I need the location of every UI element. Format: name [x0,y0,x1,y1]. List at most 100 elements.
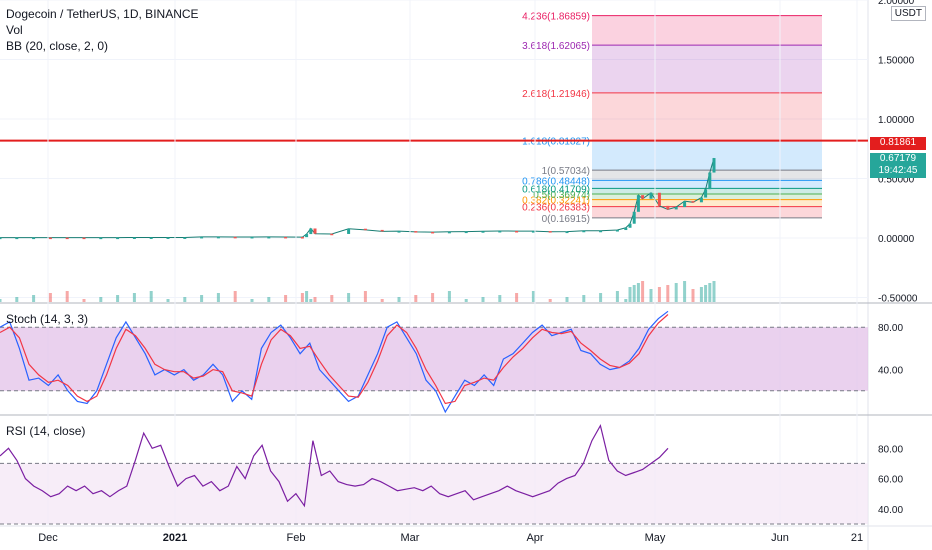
x-tick-label: 2021 [163,532,187,544]
x-tick-label: Dec [38,532,58,544]
volume-bar [683,281,687,302]
candle [699,197,703,203]
volume-bar [82,299,86,302]
volume-bar [649,289,653,302]
stoch-series-line [0,314,669,405]
volume-bar [397,297,401,302]
volume-bar [284,295,288,302]
volume-bar [267,297,271,302]
candle [628,223,632,228]
vol-indicator-title[interactable]: Vol [6,23,23,37]
candle [32,237,36,240]
candle [548,231,552,233]
candle [149,237,153,239]
last-price-value: 0.67179 [879,153,917,164]
volume-bar [615,291,619,302]
volume-bar [447,291,451,302]
fib-level-label: 0.236(0.26383) [522,203,590,214]
volume-bar [330,295,334,302]
volume-bar [712,281,716,302]
volume-bar [300,293,304,302]
bb-indicator-title[interactable]: BB (20, close, 2, 0) [6,39,109,53]
candle [708,172,712,190]
candle [649,192,653,199]
volume-bar [699,287,703,302]
candle [397,231,401,233]
fib-level-label: 4.236(1.86859) [522,12,590,23]
volume-bar [691,289,695,302]
fib-level-label: 0.786(0.48448) [522,176,590,187]
volume-bar [216,293,220,302]
candle [380,229,384,232]
fib-level-label: 0.5(0.36974) [533,190,590,201]
volume-bar [704,285,708,302]
rsi-series-line [0,423,669,508]
candle [65,237,69,240]
candle [347,228,351,234]
candle [200,236,204,239]
volume-bar [250,299,254,302]
candle [599,230,603,233]
fib-zone [592,140,822,171]
candle [666,205,670,210]
candle [691,201,695,203]
volume-bar [431,293,435,302]
y-tick-label: 0.50000 [878,175,915,186]
fib-level-label: 3.618(1.62065) [522,41,590,52]
volume-bar [636,283,640,302]
rsi-pane-title[interactable]: RSI (14, close) [6,424,86,438]
candle [132,237,136,239]
fib-zone [592,206,822,218]
candle [624,227,628,231]
candle [363,228,367,231]
x-tick-label: Feb [287,532,306,544]
volume-bar [305,291,309,302]
volume-bar [309,299,313,302]
volume-bar [515,293,519,302]
volume-bar [708,283,712,302]
volume-bar [32,295,36,302]
volume-bar [313,297,317,302]
volume-bar [15,297,19,302]
volume-bar [498,295,502,302]
volume-bar [363,291,367,302]
volume-bar [149,291,153,302]
volume-bar [632,285,636,302]
y-tick-label: 0.00000 [878,234,915,245]
currency-unit-button[interactable]: USDT [890,6,926,21]
volume-bar [347,293,351,302]
volume-bar [624,299,628,302]
volume-bar [0,299,2,302]
candle [531,231,535,233]
volume-bar [380,299,384,302]
y-tick-label: 80.00 [878,323,903,334]
candle [447,231,451,234]
volume-bar [599,293,603,302]
stoch-series-line [0,310,669,414]
candle [712,158,716,173]
candle [305,234,309,238]
fib-level-label: 0(0.16915) [542,214,590,225]
candle [116,237,120,240]
volume-bar [582,295,586,302]
candle [82,237,86,240]
volume-bar [65,291,69,302]
fib-zone [592,45,822,93]
candle [683,201,687,208]
symbol-title[interactable]: Dogecoin / TetherUS, 1D, BINANCE [6,7,199,21]
candle [267,236,271,239]
candle [330,233,334,236]
candle [233,236,237,239]
candle [48,237,52,240]
last-price-tag: 0.67179 19:42:45 [870,153,926,178]
candle [632,211,636,224]
volume-bar [233,291,237,302]
fib-zone [592,170,822,181]
volume-bar [200,295,204,302]
fib-level-label: 0.382(0.32241) [522,196,590,207]
stoch-pane-title[interactable]: Stoch (14, 3, 3) [6,312,89,326]
candle [313,228,317,234]
y-tick-label: 1.00000 [878,115,915,126]
candle [300,237,304,239]
